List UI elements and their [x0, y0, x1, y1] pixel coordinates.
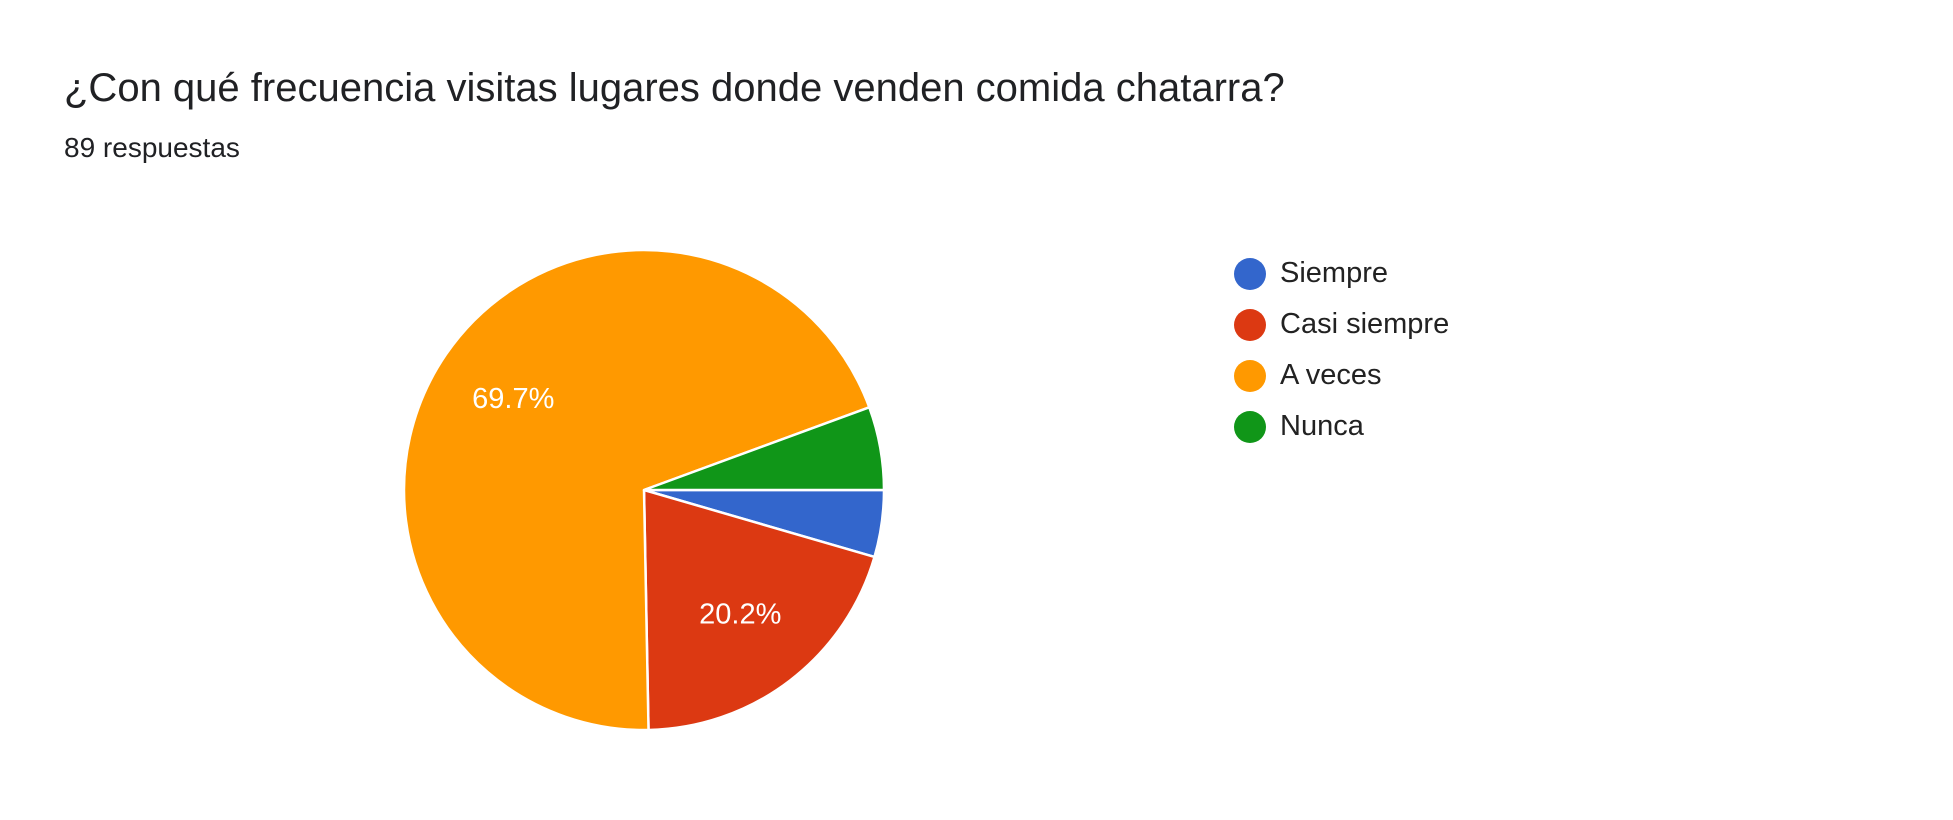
pie-data-label-casi-siempre: 20.2%	[699, 598, 781, 630]
legend-swatch-siempre	[1234, 257, 1266, 290]
chart-title: ¿Con qué frecuencia visitas lugares dond…	[64, 66, 1285, 110]
legend-label-siempre: Siempre	[1280, 257, 1388, 289]
legend-item-a-veces[interactable]: A veces	[1234, 350, 1449, 401]
pie-slice-nunca[interactable]	[642, 406, 886, 492]
legend-swatch-nunca	[1234, 410, 1266, 443]
legend-swatch-casi-siempre	[1234, 308, 1266, 341]
pie-slice-casi-siempre[interactable]	[642, 488, 876, 732]
legend-label-nunca: Nunca	[1280, 410, 1364, 442]
legend-item-siempre[interactable]: Siempre	[1234, 248, 1449, 299]
legend-swatch-a-veces	[1234, 359, 1266, 392]
pie-data-label-a-veces: 69.7%	[472, 383, 554, 415]
response-count: 89 respuestas	[64, 132, 240, 163]
legend-label-a-veces: A veces	[1280, 359, 1382, 391]
legend-label-casi-siempre: Casi siempre	[1280, 308, 1450, 340]
pie-slice-a-veces[interactable]	[402, 248, 871, 732]
legend-item-casi-siempre[interactable]: Casi siempre	[1234, 299, 1449, 350]
chart-legend: Siempre Casi siempre A veces Nunca	[1234, 248, 1449, 452]
legend-item-nunca[interactable]: Nunca	[1234, 401, 1449, 452]
